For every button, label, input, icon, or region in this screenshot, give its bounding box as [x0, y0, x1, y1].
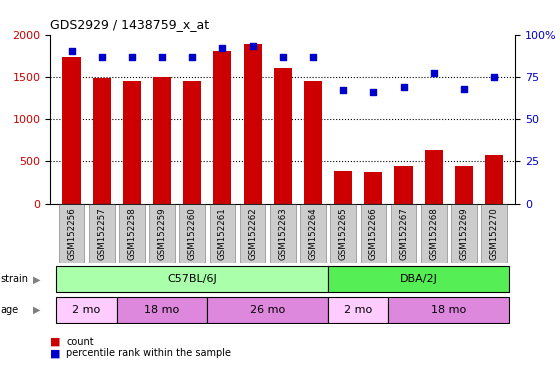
Bar [389, 297, 509, 323]
Bar [63, 57, 81, 204]
Text: GSM152256: GSM152256 [67, 207, 76, 260]
Text: GSM152268: GSM152268 [429, 207, 438, 260]
Bar [334, 171, 352, 204]
Point [248, 43, 257, 50]
Point [97, 53, 106, 60]
Bar [153, 77, 171, 204]
Text: 18 mo: 18 mo [144, 305, 180, 315]
Text: GSM152258: GSM152258 [127, 207, 137, 260]
Point [369, 89, 378, 95]
Bar [481, 204, 507, 263]
Bar [150, 204, 175, 263]
Text: GSM152260: GSM152260 [188, 207, 197, 260]
Text: GSM152266: GSM152266 [369, 207, 378, 260]
Bar [455, 166, 473, 204]
Text: ■: ■ [50, 348, 61, 358]
Text: 26 mo: 26 mo [250, 305, 286, 315]
Bar [451, 204, 477, 263]
Bar [328, 297, 389, 323]
Bar [424, 150, 443, 204]
Bar [300, 204, 326, 263]
Bar [89, 204, 115, 263]
Bar [117, 297, 207, 323]
Point [429, 70, 438, 76]
Text: strain: strain [1, 274, 29, 285]
Text: 2 mo: 2 mo [72, 305, 101, 315]
Bar [485, 154, 503, 204]
Point [67, 48, 76, 55]
Bar [270, 204, 296, 263]
Bar [421, 204, 446, 263]
Text: age: age [1, 305, 18, 315]
Point [278, 53, 287, 60]
Bar [57, 266, 328, 292]
Text: C57BL/6J: C57BL/6J [167, 274, 217, 285]
Bar [92, 78, 111, 204]
Text: GSM152259: GSM152259 [157, 207, 166, 260]
Bar [365, 172, 382, 204]
Point [399, 84, 408, 90]
Bar [209, 204, 235, 263]
Bar [213, 51, 231, 204]
Text: GSM152270: GSM152270 [489, 207, 498, 260]
Text: GSM152263: GSM152263 [278, 207, 287, 260]
Text: GDS2929 / 1438759_x_at: GDS2929 / 1438759_x_at [50, 18, 209, 31]
Bar [328, 266, 509, 292]
Text: GSM152257: GSM152257 [97, 207, 106, 260]
Bar [57, 297, 117, 323]
Text: DBA/2J: DBA/2J [400, 274, 437, 285]
Bar [207, 297, 328, 323]
Bar [330, 204, 356, 263]
Point [218, 45, 227, 51]
Text: ■: ■ [50, 337, 61, 347]
Bar [391, 204, 416, 263]
Bar [274, 68, 292, 204]
Bar [183, 81, 201, 204]
Text: GSM152261: GSM152261 [218, 207, 227, 260]
Point [309, 53, 318, 60]
Bar [304, 81, 322, 204]
Text: GSM152269: GSM152269 [459, 207, 468, 260]
Point [157, 53, 166, 60]
Bar [123, 81, 141, 204]
Point [489, 74, 498, 80]
Text: GSM152264: GSM152264 [309, 207, 318, 260]
Bar [119, 204, 144, 263]
Text: count: count [66, 337, 94, 347]
Bar [179, 204, 205, 263]
Bar [361, 204, 386, 263]
Text: GSM152267: GSM152267 [399, 207, 408, 260]
Text: GSM152265: GSM152265 [339, 207, 348, 260]
Text: ▶: ▶ [32, 305, 40, 315]
Text: 2 mo: 2 mo [344, 305, 372, 315]
Point [188, 53, 197, 60]
Bar [244, 44, 262, 204]
Bar [59, 204, 85, 263]
Bar [394, 166, 413, 204]
Text: 18 mo: 18 mo [431, 305, 466, 315]
Bar [240, 204, 265, 263]
Text: percentile rank within the sample: percentile rank within the sample [66, 348, 231, 358]
Point [459, 86, 468, 92]
Text: GSM152262: GSM152262 [248, 207, 257, 260]
Point [339, 87, 348, 93]
Text: ▶: ▶ [32, 274, 40, 285]
Point [128, 53, 137, 60]
